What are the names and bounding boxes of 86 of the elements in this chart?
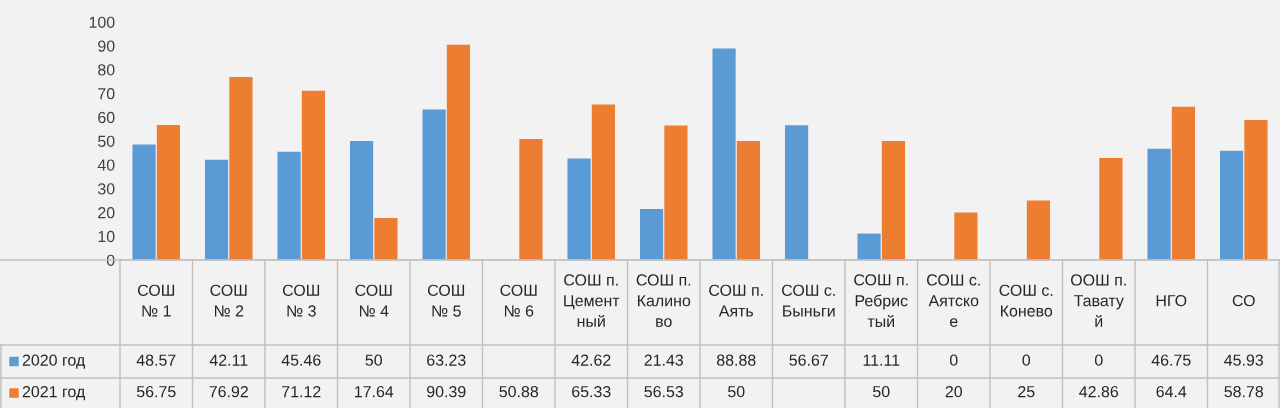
data-label: 90.39: [427, 385, 466, 398]
y-tick-label: 50: [98, 135, 115, 147]
y-tick-label: 30: [97, 183, 115, 195]
bar: [712, 48, 736, 260]
bar: [156, 124, 181, 260]
y-tick-label: 10: [98, 230, 115, 243]
bar: [301, 90, 326, 260]
bar: [1171, 106, 1196, 260]
data-label: 0: [1094, 354, 1103, 366]
data-label: 56.75: [136, 385, 176, 398]
x-tick-label: СОШ п. Ребристый: [854, 274, 908, 327]
bar: [591, 104, 616, 260]
bar: [784, 125, 809, 260]
data-label: 50.88: [499, 385, 539, 398]
bar: [736, 141, 761, 260]
y-tick-label: 90: [98, 40, 115, 52]
data-label: 76.92: [209, 385, 248, 398]
bar: [639, 209, 664, 260]
bar: [954, 212, 978, 260]
bar: [567, 158, 591, 260]
x-tick-label: СОШ с. Быньги: [782, 284, 835, 317]
data-label: 45.93: [1224, 354, 1264, 366]
legend-label: 2021 год: [22, 385, 86, 401]
data-label: 63.23: [427, 354, 466, 366]
data-label: 64.4: [1156, 385, 1187, 398]
data-label: 25: [1018, 385, 1035, 398]
data-label: 20: [945, 385, 963, 398]
bar: [204, 159, 229, 260]
data-label: 88.88: [716, 354, 756, 366]
data-label: 50: [728, 385, 745, 398]
data-label: 46.75: [1151, 354, 1191, 366]
x-tick-label: СОШ № 3: [282, 284, 320, 317]
data-label: 56.67: [789, 354, 828, 366]
data-label: 42.86: [1079, 385, 1119, 398]
x-tick-label: СОШ № 2: [210, 284, 247, 317]
data-label: 50: [365, 354, 383, 366]
x-tick-label: ООШ п. Таватуй: [1071, 274, 1126, 327]
y-tick-label: 60: [98, 111, 115, 124]
x-tick-label: СОШ п. Цементный: [564, 274, 620, 327]
bar: [857, 233, 881, 260]
bar: [1219, 150, 1244, 260]
y-tick-label: 80: [98, 64, 115, 76]
data-label: 21.43: [644, 354, 684, 366]
bar: [349, 141, 374, 260]
data-label: 58.78: [1224, 385, 1264, 398]
data-label: 50: [873, 385, 890, 398]
legend-label: 2020 год: [22, 354, 86, 369]
bar: [664, 125, 688, 260]
x-tick-label: НГО: [1156, 294, 1187, 307]
data-label: 17.64: [354, 385, 394, 398]
data-label: 45.46: [281, 354, 321, 366]
data-label: 71.12: [282, 385, 321, 398]
x-tick-label: СОШ № 4: [355, 284, 392, 317]
bar: [1099, 157, 1123, 260]
bar: [277, 151, 301, 260]
data-label: 0: [949, 354, 958, 366]
data-label: 42.62: [571, 354, 611, 366]
y-tick-label: 40: [97, 159, 115, 171]
y-tick-label: 100: [89, 16, 115, 28]
x-tick-label: СОШ п. Аять: [709, 284, 763, 317]
bar: [881, 141, 906, 260]
x-tick-label: СО: [1232, 294, 1255, 307]
data-label: 56.53: [644, 385, 684, 398]
data-label: 11.11: [863, 354, 900, 366]
bar: [446, 44, 471, 260]
x-tick-label: СОШ № 1: [137, 284, 175, 317]
data-label: 65.33: [572, 385, 611, 398]
x-tick-label: СОШ с. Аятское: [927, 274, 980, 327]
data-label: 48.57: [136, 354, 176, 366]
bar: [1147, 148, 1171, 260]
x-tick-label: СОШ п. Калиново: [636, 274, 691, 327]
data-label: 42.11: [209, 354, 248, 366]
bar: [374, 218, 398, 260]
x-tick-label: СОШ с. Конево: [999, 284, 1053, 317]
x-tick-label: СОШ № 6: [500, 284, 537, 317]
bar: [1244, 120, 1268, 260]
y-tick-label: 20: [98, 207, 115, 219]
y-tick-label: 70: [98, 88, 115, 100]
bar: [1026, 200, 1051, 260]
bar: [422, 109, 446, 260]
y-tick-label: 0: [106, 254, 115, 266]
x-tick-label: СОШ № 5: [427, 284, 465, 317]
bar: [229, 76, 253, 260]
data-label: 0: [1022, 354, 1031, 366]
bar: [132, 144, 156, 260]
bar: [519, 138, 543, 260]
